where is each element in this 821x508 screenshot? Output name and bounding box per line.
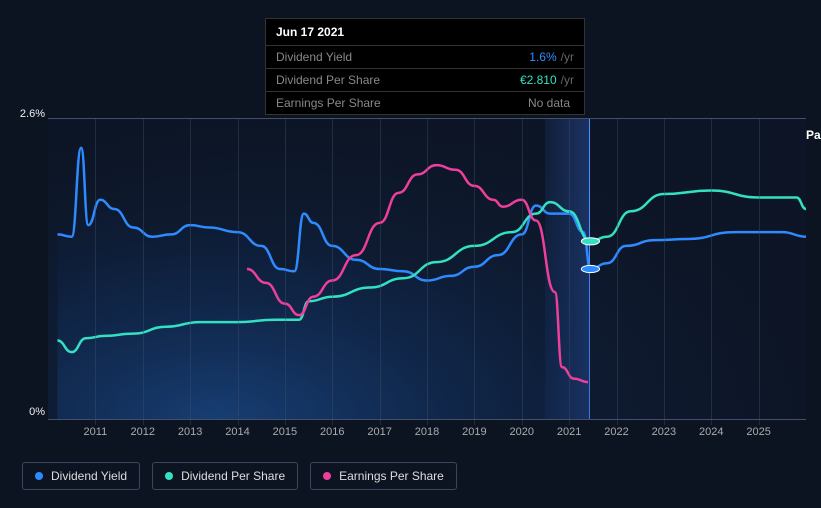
series-marker [581, 238, 599, 245]
gridline-vertical [285, 119, 286, 425]
gridline-vertical [617, 119, 618, 425]
gridline-vertical [427, 119, 428, 425]
tooltip-row-value: 1.6% [529, 50, 556, 64]
x-tick-label: 2021 [557, 426, 581, 438]
tooltip-date: Jun 17 2021 [266, 19, 584, 46]
tooltip-row-label: Dividend Yield [276, 50, 529, 64]
x-tick-label: 2012 [131, 426, 155, 438]
legend-dot-icon [323, 472, 331, 480]
x-tick-label: 2023 [652, 426, 676, 438]
legend-item[interactable]: Earnings Per Share [310, 462, 457, 490]
gridline-vertical [238, 119, 239, 425]
plot-area[interactable] [48, 118, 806, 420]
x-tick-label: 2013 [178, 426, 202, 438]
x-tick-label: 2025 [746, 426, 770, 438]
tooltip-row-value: €2.810 [520, 73, 557, 87]
x-tick-label: 2019 [462, 426, 486, 438]
tooltip-row-unit: /yr [561, 50, 574, 64]
gridline-vertical [759, 119, 760, 425]
gridline-vertical [522, 119, 523, 425]
region-labels: Past Analysts Forecasts [806, 128, 821, 142]
x-tick-label: 2016 [320, 426, 344, 438]
x-tick-label: 2020 [510, 426, 534, 438]
x-axis-labels: 2011 2012 2013 2014 2015 2016 2017 2018 2019 2020… [48, 426, 806, 440]
y-axis-bottom-label: 0% [29, 406, 45, 418]
legend-label: Dividend Yield [51, 469, 127, 483]
past-label: Past [806, 128, 821, 142]
dividend-chart: 2.6% 0% Past Analysts Forecasts 20112012… [20, 100, 806, 450]
series-marker [581, 265, 599, 272]
x-tick-label: 2011 [84, 426, 108, 438]
x-tick-label: 2017 [367, 426, 391, 438]
x-tick-label: 2022 [604, 426, 628, 438]
legend-label: Earnings Per Share [339, 469, 444, 483]
chart-tooltip: Jun 17 2021 Dividend Yield1.6%/yrDividen… [265, 18, 585, 115]
legend-dot-icon [165, 472, 173, 480]
x-tick-label: 2018 [415, 426, 439, 438]
tooltip-row-label: Earnings Per Share [276, 96, 528, 110]
legend-item[interactable]: Dividend Yield [22, 462, 140, 490]
legend-dot-icon [35, 472, 43, 480]
chart-legend: Dividend Yield Dividend Per Share Earnings… [22, 462, 457, 490]
legend-label: Dividend Per Share [181, 469, 285, 483]
gridline-vertical [380, 119, 381, 425]
gridline-vertical [95, 119, 96, 425]
gridline-vertical [332, 119, 333, 425]
tooltip-row-value: No data [528, 96, 570, 110]
tooltip-row-unit: /yr [561, 73, 574, 87]
area-fill-path [57, 148, 590, 419]
legend-item[interactable]: Dividend Per Share [152, 462, 298, 490]
tooltip-row-label: Dividend Per Share [276, 73, 520, 87]
gridline-vertical [664, 119, 665, 425]
x-tick-label: 2015 [273, 426, 297, 438]
x-tick-label: 2014 [225, 426, 249, 438]
gridline-vertical [143, 119, 144, 425]
gridline-vertical [474, 119, 475, 425]
gridline-vertical [711, 119, 712, 425]
x-tick-label: 2024 [699, 426, 723, 438]
tooltip-row: Earnings Per ShareNo data [266, 92, 584, 114]
y-axis-top-label: 2.6% [20, 108, 45, 120]
tooltip-row: Dividend Yield1.6% /yr [266, 46, 584, 69]
tooltip-row: Dividend Per Share€2.810/yr [266, 69, 584, 92]
gridline-vertical [190, 119, 191, 425]
gridline-vertical [569, 119, 570, 425]
